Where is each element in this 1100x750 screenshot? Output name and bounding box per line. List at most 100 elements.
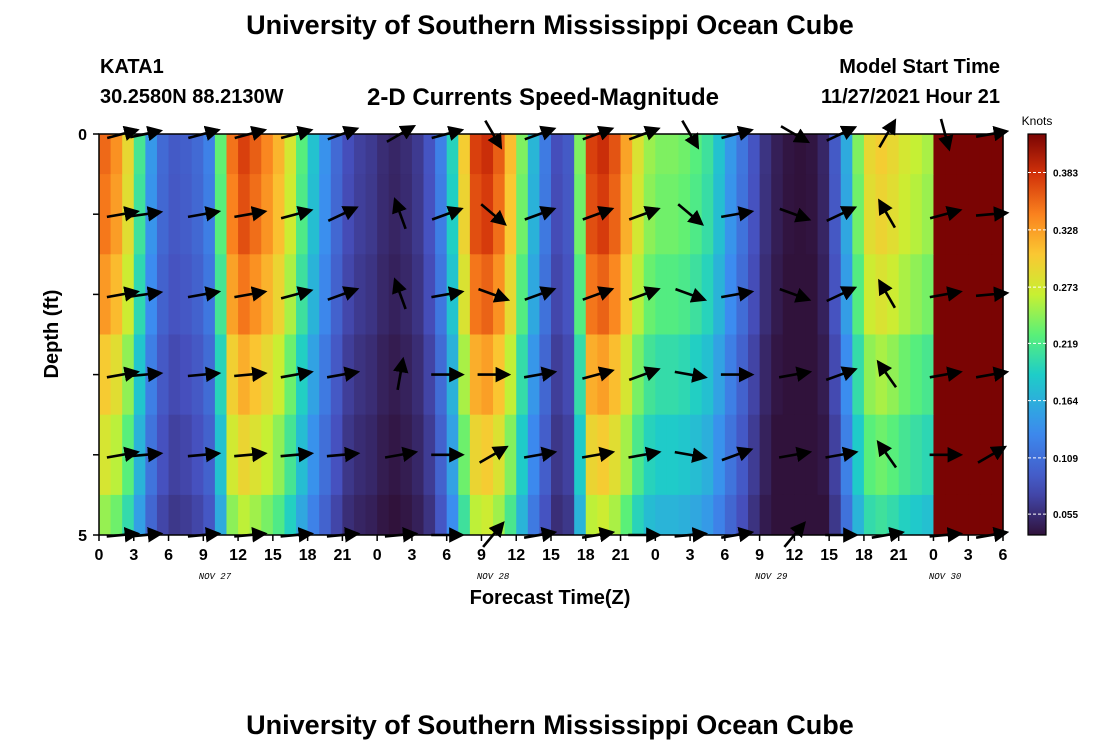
current-arrow — [674, 367, 708, 383]
heatmap-cell — [527, 134, 541, 175]
heatmap-cell — [643, 494, 656, 536]
heatmap-cell — [226, 174, 239, 255]
heatmap-cell — [921, 334, 935, 416]
current-arrow — [280, 206, 314, 222]
current-arrow — [778, 446, 813, 463]
heatmap-cell — [829, 174, 842, 255]
heatmap-cell — [516, 134, 529, 175]
heatmap-cell — [539, 134, 552, 175]
heatmap-cell — [898, 174, 911, 255]
current-arrow — [327, 206, 359, 222]
heatmap-cell — [249, 134, 262, 175]
current-arrow — [106, 446, 140, 463]
heatmap-cell — [956, 494, 969, 536]
heatmap-cell — [284, 134, 297, 175]
current-arrow — [929, 366, 963, 382]
heatmap-cell — [168, 174, 181, 255]
x-tick-label: 6 — [999, 547, 1008, 564]
heatmap-cell — [666, 334, 680, 416]
heatmap-cell — [863, 334, 877, 416]
heatmap-cell — [99, 334, 112, 416]
current-arrow — [187, 206, 222, 222]
current-arrow — [392, 277, 407, 310]
heatmap-cell — [887, 334, 900, 416]
current-arrow — [581, 446, 616, 463]
current-arrow — [628, 206, 661, 221]
x-tick-label: 18 — [577, 547, 595, 564]
x-tick-label: 12 — [507, 547, 525, 564]
heatmap-cell — [863, 494, 877, 536]
heatmap-cell — [551, 334, 564, 416]
heatmap-cell — [736, 494, 749, 536]
current-arrow — [106, 286, 140, 302]
heatmap-cell — [898, 254, 911, 335]
heatmap-cell — [400, 254, 413, 335]
heatmap-cell — [400, 334, 413, 416]
current-arrow — [825, 446, 859, 463]
heatmap-cell — [168, 254, 181, 335]
current-arrow — [234, 206, 268, 222]
heatmap-cell — [690, 494, 703, 536]
heatmap-cell — [168, 134, 181, 175]
current-arrow — [779, 207, 812, 223]
heatmap-cell — [261, 254, 274, 335]
heatmap-cell — [585, 494, 598, 536]
heatmap-cell — [910, 494, 923, 536]
heatmap-cell — [713, 414, 726, 496]
heatmap-cell — [794, 134, 807, 175]
colorbar-tick-label: 0.219 — [1053, 339, 1078, 350]
heatmap-cell — [400, 174, 413, 255]
heatmap-cell — [238, 494, 251, 536]
x-tick-label: 0 — [929, 547, 938, 564]
heatmap-cell — [203, 134, 216, 175]
heatmap-cell — [678, 134, 691, 175]
x-tick-label: 15 — [264, 547, 282, 564]
x-tick-label: 3 — [129, 547, 138, 564]
heatmap-cell — [562, 334, 575, 416]
heatmap-cell — [585, 254, 598, 335]
heatmap-cell — [388, 134, 401, 175]
heatmap-cell — [713, 134, 726, 175]
heatmap-cell — [759, 334, 772, 416]
heatmap-cell — [423, 174, 436, 255]
current-arrow — [187, 366, 222, 383]
current-arrow — [878, 278, 897, 309]
heatmap-cell — [887, 254, 900, 335]
heatmap-cell — [423, 494, 436, 536]
current-arrow — [929, 206, 963, 222]
heatmap-cell — [446, 494, 459, 536]
current-arrow — [675, 287, 708, 303]
x-tick-label: 12 — [785, 547, 803, 564]
heatmap-cell — [852, 174, 865, 255]
heatmap-cell — [365, 174, 378, 255]
heatmap-cell — [759, 174, 772, 255]
current-arrow — [431, 206, 464, 221]
heatmap-cell — [771, 414, 784, 496]
current-arrow — [234, 446, 268, 463]
heatmap-cell — [377, 254, 390, 335]
heatmap-cell — [307, 134, 320, 175]
heatmap-cell — [168, 494, 181, 536]
heatmap-cell — [423, 334, 436, 416]
heatmap-cell — [353, 134, 367, 175]
heatmap-cell — [99, 134, 112, 175]
heatmap-cell — [180, 494, 193, 536]
current-arrow — [478, 287, 511, 303]
heatmap-cell — [516, 414, 529, 496]
current-arrow — [826, 206, 858, 222]
heatmap-cell — [574, 174, 587, 255]
heatmap-cell — [319, 414, 332, 496]
heatmap-cell — [956, 174, 969, 255]
heatmap-cell — [817, 134, 830, 175]
heatmap-cell — [261, 174, 274, 255]
heatmap-cell — [377, 134, 390, 175]
heatmap-cell — [411, 334, 425, 416]
heatmap-cell — [365, 334, 378, 416]
heatmap-cell — [261, 414, 274, 496]
heatmap-cell — [620, 494, 633, 536]
current-arrow — [129, 366, 164, 383]
heatmap-cell — [504, 414, 517, 496]
heatmap-cell — [655, 414, 668, 496]
heatmap-cell — [330, 174, 343, 255]
heatmap-cell — [527, 494, 541, 536]
